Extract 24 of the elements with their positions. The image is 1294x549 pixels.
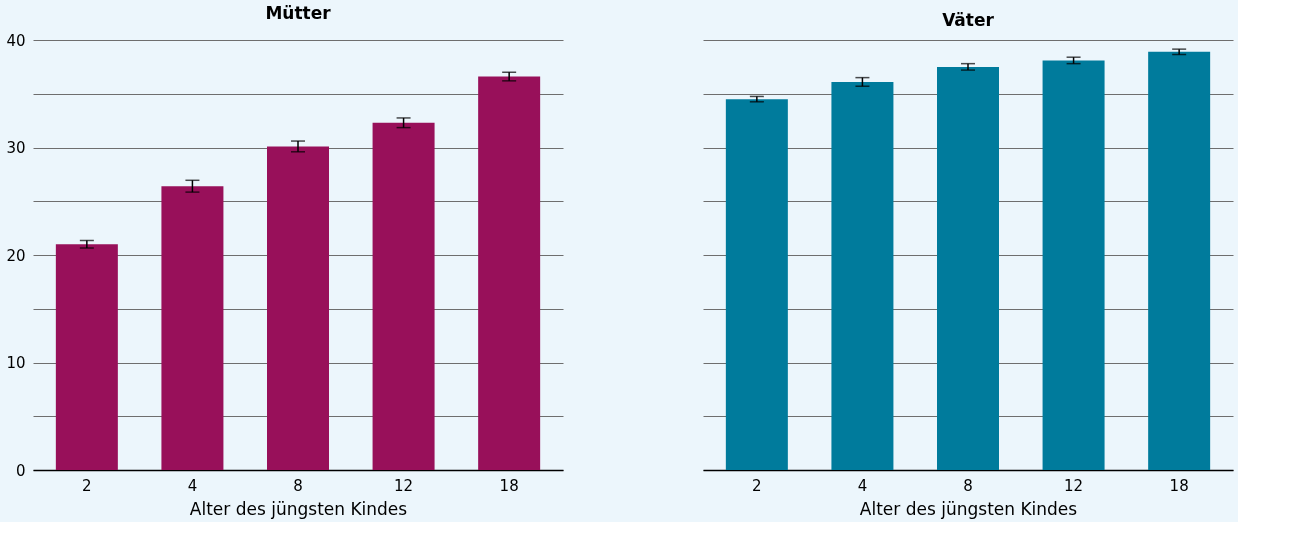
x-tick-label: 18 (499, 476, 519, 495)
x-tick-label: 8 (293, 476, 303, 495)
y-tick-label: 10 (6, 354, 26, 372)
y-tick-label: 20 (6, 246, 26, 265)
x-tick-label: 8 (963, 476, 973, 495)
y-tick-label: 30 (6, 139, 26, 157)
x-tick-label: 18 (1169, 476, 1189, 495)
y-tick-label: 40 (6, 31, 26, 50)
x-tick-label: 4 (187, 476, 198, 495)
chart-title: Väter (942, 10, 995, 30)
x-axis-title: Alter des jüngsten Kindes (189, 498, 408, 519)
x-axis-title: Alter des jüngsten Kindes (859, 498, 1078, 519)
x-tick-label: 4 (857, 476, 868, 495)
x-tick-label: 2 (82, 476, 92, 495)
bar (161, 186, 224, 470)
x-tick-label: 12 (1064, 476, 1084, 495)
bar (55, 244, 118, 470)
x-tick-label: 2 (752, 476, 762, 495)
x-tick-label: 12 (394, 476, 414, 495)
bar (267, 146, 329, 470)
y-tick-label: 0 (15, 461, 26, 480)
bar (478, 76, 541, 470)
bar (372, 122, 435, 470)
chart-title: Mütter (265, 3, 332, 23)
